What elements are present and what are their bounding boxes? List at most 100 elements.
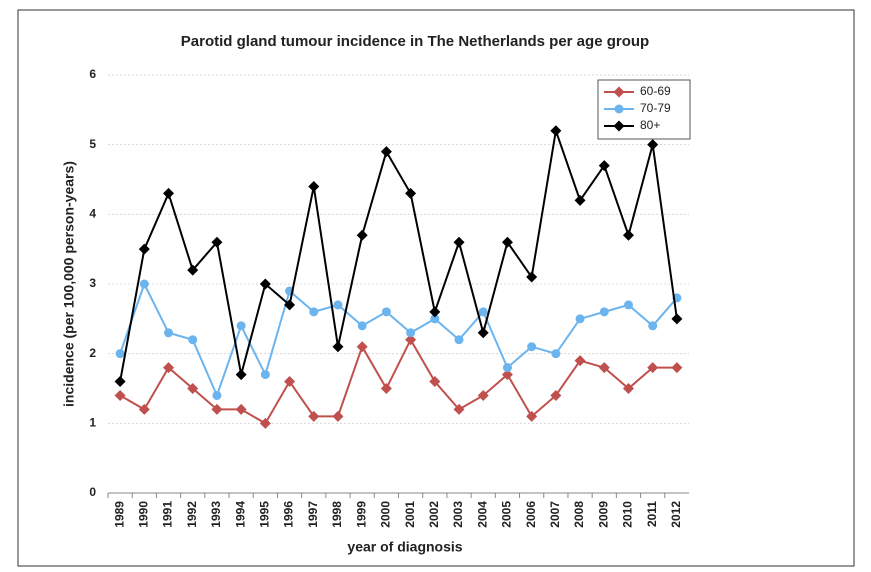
x-tick-label: 2006	[524, 501, 538, 528]
data-point	[406, 328, 416, 338]
x-tick-label: 1997	[306, 501, 320, 528]
data-point	[357, 321, 367, 331]
data-point	[138, 403, 150, 415]
data-point	[527, 342, 537, 352]
data-point	[309, 307, 319, 317]
data-point	[671, 313, 683, 325]
data-point	[115, 349, 125, 359]
data-point	[139, 279, 149, 289]
data-point	[623, 300, 633, 310]
data-point	[405, 187, 417, 199]
x-tick-label: 1991	[161, 501, 175, 528]
data-point	[163, 187, 175, 199]
data-point	[381, 307, 391, 317]
y-axis-label: incidence (per 100,000 person-years)	[61, 161, 77, 407]
data-point	[380, 146, 392, 158]
data-point	[647, 139, 659, 151]
data-point	[114, 376, 126, 388]
legend-label: 60-69	[640, 84, 671, 98]
y-tick-label: 6	[89, 67, 96, 81]
x-tick-label: 1989	[112, 501, 126, 528]
data-point	[430, 314, 440, 324]
y-tick-label: 1	[89, 416, 96, 430]
data-point	[526, 271, 538, 283]
data-point	[501, 369, 513, 381]
x-tick-label: 2003	[451, 501, 465, 528]
data-point	[356, 229, 368, 241]
data-point	[187, 383, 199, 394]
data-point	[453, 236, 465, 248]
data-point	[259, 278, 271, 290]
data-point	[332, 341, 344, 353]
x-tick-label: 2004	[475, 501, 489, 528]
x-tick-label: 2011	[645, 501, 659, 527]
data-point	[453, 403, 465, 415]
data-point	[648, 321, 658, 331]
data-point	[501, 236, 513, 248]
data-point	[671, 362, 683, 374]
data-point	[380, 383, 392, 394]
data-point	[211, 236, 223, 248]
data-point	[308, 410, 320, 422]
legend-label: 80+	[640, 118, 660, 132]
data-point	[502, 363, 512, 373]
data-point	[260, 370, 270, 380]
data-point	[211, 403, 223, 415]
x-tick-label: 2000	[379, 501, 393, 528]
legend-marker	[613, 120, 625, 132]
chart-title: Parotid gland tumour incidence in The Ne…	[181, 33, 649, 50]
x-tick-label: 1992	[185, 501, 199, 528]
data-point	[598, 362, 610, 374]
data-point	[164, 328, 174, 338]
data-point	[599, 307, 609, 317]
x-tick-label: 2002	[427, 501, 441, 528]
series-line	[119, 130, 678, 382]
data-point	[622, 383, 634, 394]
data-point	[235, 403, 247, 415]
data-point	[550, 389, 562, 401]
y-tick-label: 4	[89, 207, 96, 221]
data-point	[308, 180, 320, 192]
x-tick-label: 2012	[669, 501, 683, 528]
data-point	[429, 376, 441, 388]
data-point	[574, 355, 586, 367]
x-tick-label: 2010	[621, 501, 635, 528]
data-point	[550, 125, 562, 137]
data-point	[405, 334, 417, 346]
data-point	[356, 341, 368, 353]
data-point	[622, 229, 634, 241]
data-point	[212, 390, 222, 400]
y-tick-label: 3	[89, 276, 96, 290]
legend-label: 70-79	[640, 101, 671, 115]
data-point	[551, 349, 561, 359]
chart-frame	[17, 9, 855, 567]
data-point	[188, 335, 198, 345]
data-point	[235, 369, 247, 381]
data-point	[575, 314, 585, 324]
x-tick-label: 2007	[548, 501, 562, 528]
x-tick-label: 1994	[233, 501, 247, 528]
data-point	[478, 307, 488, 317]
data-point	[574, 194, 586, 206]
x-tick-label: 1999	[354, 501, 368, 528]
legend-marker	[613, 86, 625, 98]
data-point	[333, 300, 343, 310]
x-axis-label: year of diagnosis	[347, 539, 462, 555]
data-point	[454, 335, 464, 345]
data-point	[284, 376, 296, 388]
x-tick-label: 2001	[403, 501, 417, 528]
data-point	[138, 243, 150, 255]
data-point	[284, 299, 296, 311]
y-tick-label: 2	[89, 346, 96, 360]
x-tick-label: 1998	[330, 501, 344, 528]
x-tick-label: 1993	[209, 501, 223, 528]
x-tick-label: 1995	[258, 501, 272, 528]
legend-marker	[614, 104, 624, 114]
data-point	[163, 362, 175, 374]
data-point	[598, 160, 610, 172]
data-point	[259, 417, 271, 429]
x-tick-label: 2008	[572, 501, 586, 528]
x-tick-label: 2009	[596, 501, 610, 528]
data-point	[477, 327, 489, 339]
